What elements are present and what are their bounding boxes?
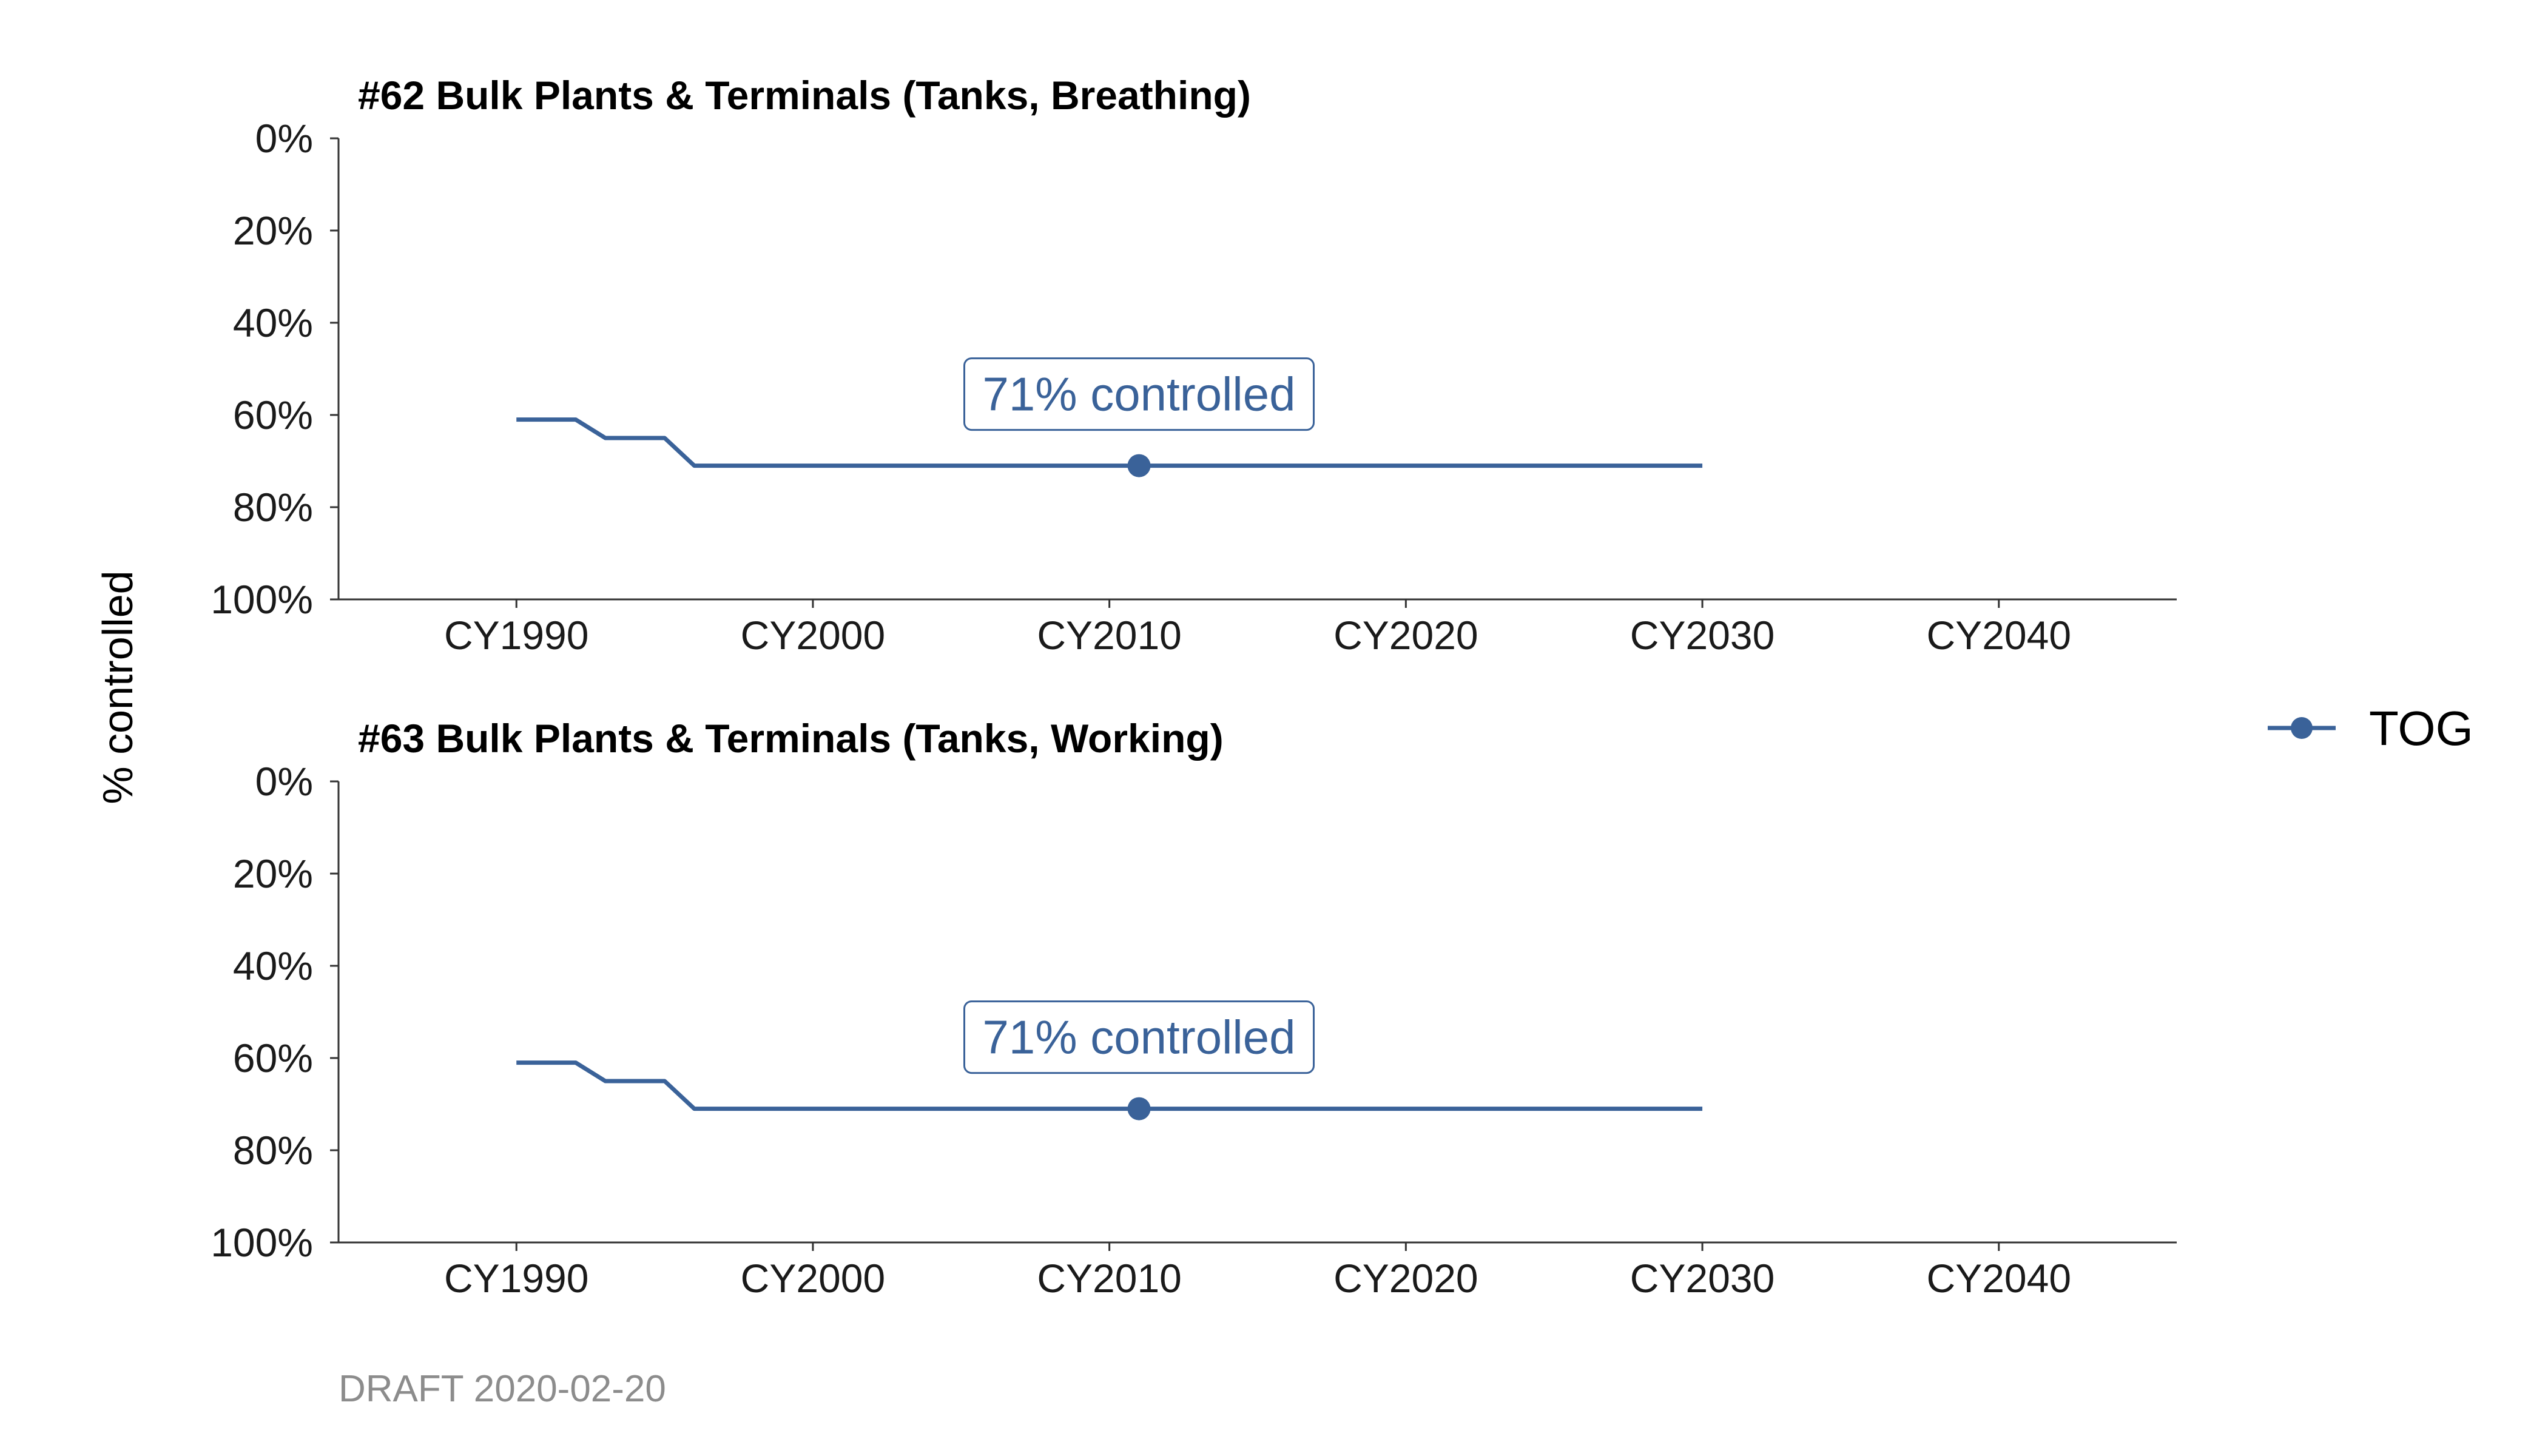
- legend-label-tog: TOG: [2369, 701, 2473, 755]
- legend: TOG: [2268, 701, 2473, 755]
- x-tick-label: CY2030: [1630, 1256, 1775, 1301]
- y-tick-label: 100%: [211, 1220, 313, 1265]
- y-tick-label: 40%: [233, 300, 313, 345]
- x-tick-label: CY2010: [1037, 613, 1182, 658]
- x-tick-label: CY2020: [1333, 1256, 1478, 1301]
- x-tick-label: CY2000: [741, 613, 886, 658]
- y-tick-label: 0%: [255, 759, 313, 804]
- annotation: 71% controlled: [963, 1000, 1315, 1074]
- chart-panel-1: #62 Bulk Plants & Terminals (Tanks, Brea…: [211, 73, 2177, 658]
- legend-marker-tog: [2291, 717, 2313, 739]
- y-tick-label: 0%: [255, 116, 313, 161]
- series-marker-tog: [1127, 454, 1151, 477]
- series-line-tog: [516, 417, 1703, 468]
- x-tick-label: CY2020: [1333, 613, 1478, 658]
- x-tick-label: CY1990: [444, 613, 589, 658]
- annotation-text: 71% controlled: [983, 368, 1296, 421]
- annotation-box: [963, 357, 1315, 431]
- draft-caption: DRAFT 2020-02-20: [339, 1368, 666, 1410]
- y-tick-label: 20%: [233, 208, 313, 253]
- y-tick-label: 40%: [233, 943, 313, 988]
- y-tick-label: 100%: [211, 577, 313, 622]
- x-tick-label: CY2030: [1630, 613, 1775, 658]
- annotation-text: 71% controlled: [983, 1011, 1296, 1064]
- x-tick-label: CY2040: [1927, 613, 2072, 658]
- y-tick-label: 60%: [233, 1036, 313, 1080]
- series-line-tog: [516, 1060, 1703, 1111]
- x-tick-label: CY2010: [1037, 1256, 1182, 1301]
- panel-title: #63 Bulk Plants & Terminals (Tanks, Work…: [358, 716, 1224, 761]
- y-axis-label: % controlled: [94, 570, 141, 804]
- y-tick-label: 80%: [233, 1128, 313, 1173]
- y-tick-label: 20%: [233, 851, 313, 896]
- y-tick-label: 60%: [233, 393, 313, 437]
- x-tick-label: CY2040: [1927, 1256, 2072, 1301]
- annotation: 71% controlled: [963, 357, 1315, 431]
- chart-panel-2: #63 Bulk Plants & Terminals (Tanks, Work…: [211, 716, 2177, 1301]
- annotation-box: [963, 1000, 1315, 1074]
- panel-title: #62 Bulk Plants & Terminals (Tanks, Brea…: [358, 73, 1251, 118]
- x-tick-label: CY1990: [444, 1256, 589, 1301]
- y-tick-label: 80%: [233, 485, 313, 530]
- series-marker-tog: [1127, 1097, 1151, 1121]
- x-tick-label: CY2000: [741, 1256, 886, 1301]
